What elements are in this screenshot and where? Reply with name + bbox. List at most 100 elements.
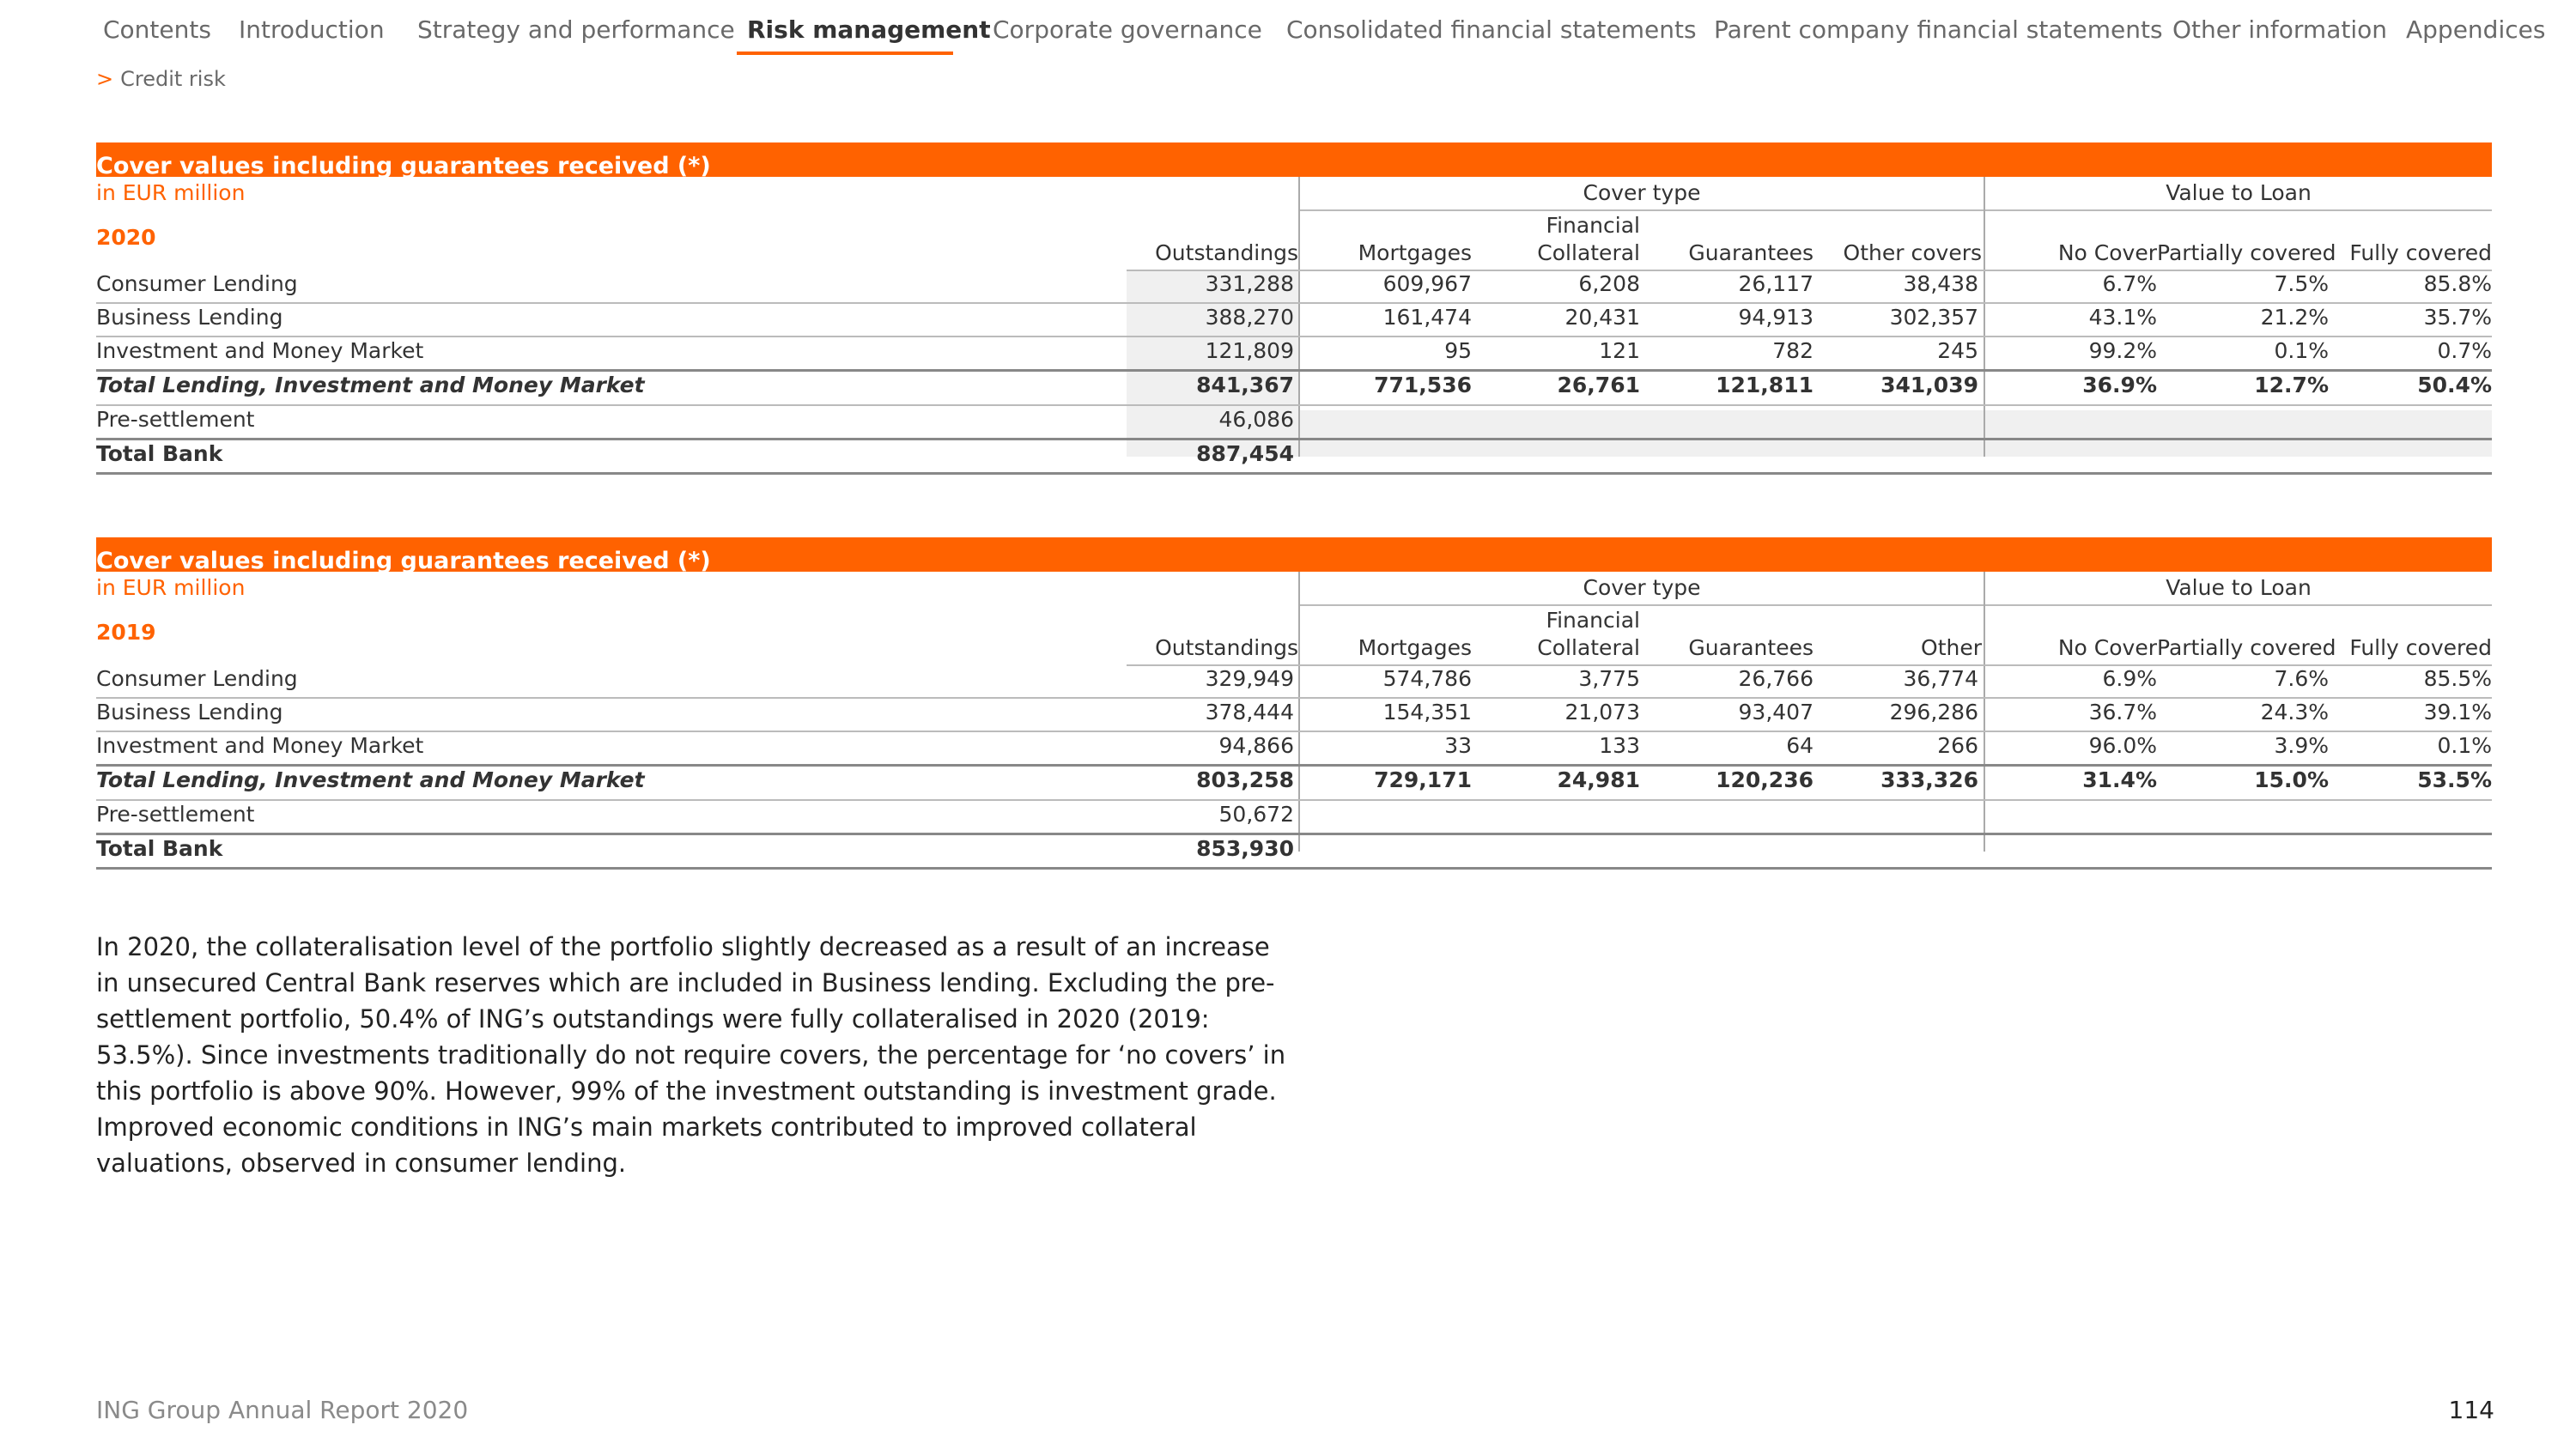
- body-paragraph: In 2020, the collateralisation level of …: [96, 932, 1286, 1178]
- cell: 378,444: [1205, 700, 1294, 724]
- cover-values-table-2020: Cover values including guarantees receiv…: [96, 142, 2492, 475]
- cell: 96.0%: [2088, 733, 2157, 758]
- cell: 20,431: [1564, 305, 1640, 330]
- cell: 7.6%: [2274, 666, 2329, 691]
- column-divider: [1984, 572, 1985, 852]
- cell: 302,357: [1889, 305, 1978, 330]
- cell: 6,208: [1578, 271, 1640, 296]
- cell: 21.2%: [2260, 305, 2329, 330]
- table-title: Cover values including guarantees receiv…: [96, 548, 711, 574]
- cell: 15.0%: [2254, 767, 2329, 792]
- cell: 729,171: [1374, 767, 1472, 792]
- column-divider: [1298, 572, 1300, 852]
- year-label: 2019: [96, 620, 156, 645]
- cell: 0.7%: [2437, 338, 2492, 363]
- footer-report-title: ING Group Annual Report 2020: [96, 1396, 469, 1424]
- cell: 161,474: [1382, 305, 1472, 330]
- col-partially-covered: Partially covered: [2157, 635, 2336, 660]
- row-label: Business Lending: [96, 305, 283, 330]
- col-outstandings: Outstandings: [1155, 635, 1298, 660]
- unit-label: in EUR million: [96, 180, 246, 205]
- nav-item-strategy[interactable]: Strategy and performance: [417, 15, 735, 44]
- group-underline: [1985, 604, 2492, 606]
- col-mortgages: Mortgages: [1358, 635, 1472, 660]
- column-divider: [1298, 177, 1300, 457]
- cell: 388,270: [1205, 305, 1294, 330]
- chevron-right-icon: >: [96, 67, 114, 91]
- table-title-bar: [96, 142, 2492, 177]
- breadcrumb[interactable]: > Credit risk: [96, 67, 226, 91]
- row-label: Total Lending, Investment and Money Mark…: [96, 373, 645, 397]
- cell: 803,258: [1196, 767, 1294, 792]
- nav-item-contents[interactable]: Contents: [103, 15, 211, 44]
- group-cover-type: Cover type: [1583, 575, 1701, 600]
- top-navigation: Contents Introduction Strategy and perfo…: [0, 15, 2576, 58]
- group-value-to-loan: Value to Loan: [2166, 575, 2312, 600]
- cell: 574,786: [1382, 666, 1472, 691]
- col-fully-covered: Fully covered: [2349, 635, 2492, 660]
- cell: 133: [1599, 733, 1640, 758]
- nav-item-introduction[interactable]: Introduction: [239, 15, 385, 44]
- cell: 31.4%: [2082, 767, 2157, 792]
- col-financial-1: Financial: [1546, 213, 1640, 238]
- nav-item-corporate-governance[interactable]: Corporate governance: [993, 15, 1262, 44]
- row-rule: [96, 833, 2492, 835]
- table-title-bar: [96, 537, 2492, 572]
- group-value-to-loan: Value to Loan: [2166, 180, 2312, 205]
- cell: 94,913: [1738, 305, 1814, 330]
- col-fully-covered: Fully covered: [2349, 240, 2492, 265]
- nav-item-consolidated-statements[interactable]: Consolidated financial statements: [1286, 15, 1697, 44]
- cell: 609,967: [1382, 271, 1472, 296]
- row-label: Investment and Money Market: [96, 733, 424, 758]
- col-financial-2: Collateral: [1537, 240, 1640, 265]
- nav-item-risk-management[interactable]: Risk management: [747, 15, 991, 44]
- row-rule: [96, 336, 2492, 337]
- cell: 26,761: [1557, 373, 1640, 397]
- cell: 333,326: [1880, 767, 1978, 792]
- cell: 7.5%: [2274, 271, 2329, 296]
- cell: 39.1%: [2423, 700, 2492, 724]
- row-label: Pre-settlement: [96, 407, 255, 432]
- cell: 154,351: [1382, 700, 1472, 724]
- cell: 93,407: [1738, 700, 1814, 724]
- row-label: Total Bank: [96, 836, 223, 861]
- cell: 43.1%: [2088, 305, 2157, 330]
- cell: 245: [1937, 338, 1978, 363]
- col-guarantees: Guarantees: [1688, 635, 1814, 660]
- cell: 6.7%: [2102, 271, 2157, 296]
- year-label: 2020: [96, 225, 156, 250]
- cell: 99.2%: [2088, 338, 2157, 363]
- nav-item-parent-statements[interactable]: Parent company financial statements: [1714, 15, 2163, 44]
- row-label: Consumer Lending: [96, 271, 298, 296]
- outstandings-shade: [1127, 270, 1298, 457]
- cell: 53.5%: [2417, 767, 2492, 792]
- row-label: Consumer Lending: [96, 666, 298, 691]
- cell: 24.3%: [2260, 700, 2329, 724]
- cover-values-table-2019: Cover values including guarantees receiv…: [96, 537, 2492, 870]
- cell: 36.7%: [2088, 700, 2157, 724]
- cell: 21,073: [1564, 700, 1640, 724]
- cell: 35.7%: [2423, 305, 2492, 330]
- row-rule: [96, 369, 2492, 372]
- col-financial-1: Financial: [1546, 608, 1640, 633]
- cell: 36,774: [1903, 666, 1978, 691]
- nav-item-other-information[interactable]: Other information: [2172, 15, 2388, 44]
- cell: 6.9%: [2102, 666, 2157, 691]
- unit-label: in EUR million: [96, 575, 246, 600]
- row-label: Investment and Money Market: [96, 338, 424, 363]
- table-bottom-rule: [96, 472, 2492, 475]
- cell: 782: [1772, 338, 1814, 363]
- nav-item-appendices[interactable]: Appendices: [2406, 15, 2546, 44]
- cell: 120,236: [1716, 767, 1814, 792]
- cell: 12.7%: [2254, 373, 2329, 397]
- col-mortgages: Mortgages: [1358, 240, 1472, 265]
- cell: 50.4%: [2417, 373, 2492, 397]
- row-rule: [96, 438, 2492, 440]
- cell: 33: [1444, 733, 1472, 758]
- cell: 85.5%: [2423, 666, 2492, 691]
- cell: 85.8%: [2423, 271, 2492, 296]
- cell: 0.1%: [2437, 733, 2492, 758]
- active-tab-underline: [737, 52, 953, 55]
- cell: 331,288: [1205, 271, 1294, 296]
- cell: 887,454: [1196, 441, 1294, 466]
